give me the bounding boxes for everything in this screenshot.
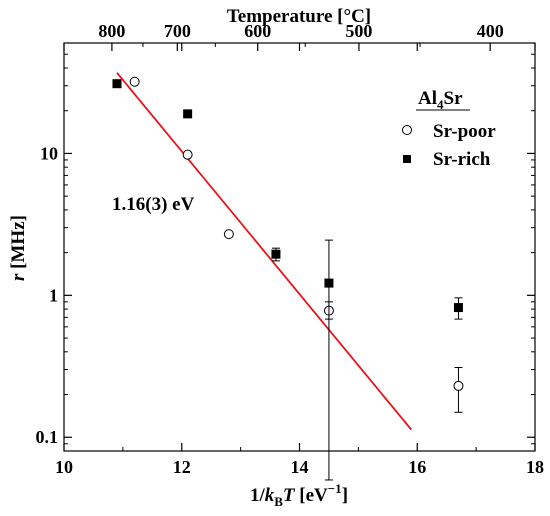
point-sr-poor (453, 380, 464, 391)
x-tick-label: 18 (526, 457, 544, 477)
y-tick-label: 10 (40, 143, 58, 163)
y-tick-label: 1 (49, 285, 58, 305)
x-tick-label: 16 (408, 457, 426, 477)
top-tick-label: 600 (244, 21, 271, 41)
point-sr-rich (324, 278, 334, 288)
fit-line (116, 72, 413, 431)
legend-marker-sr-poor (402, 125, 412, 135)
point-sr-poor (129, 76, 140, 87)
x-tick-label: 10 (55, 457, 73, 477)
fit-label: 1.16(3) eV (112, 194, 195, 215)
x-tick-label: 12 (173, 457, 191, 477)
point-sr-rich (271, 249, 281, 259)
top-tick-label: 800 (98, 21, 125, 41)
legend-title: Al4Sr (418, 88, 463, 112)
point-sr-rich (112, 79, 122, 89)
point-sr-rich (453, 303, 463, 313)
legend: Al4Sr Sr-poor Sr-rich (402, 88, 496, 170)
legend-marker-sr-rich (403, 155, 411, 163)
y-tick-label: 0.1 (36, 427, 59, 447)
top-tick-label: 400 (477, 21, 504, 41)
legend-label-sr-rich: Sr-rich (433, 149, 491, 170)
plot-frame (63, 42, 536, 452)
y-axis-label: r [MHz] (8, 215, 29, 281)
point-sr-poor (223, 229, 234, 240)
top-axis-title: Temperature [°C] (227, 6, 371, 27)
legend-label-sr-poor: Sr-poor (433, 121, 496, 142)
x-axis-label: 1/kBT [eV−1] (250, 481, 348, 509)
top-tick-label: 500 (345, 21, 372, 41)
x-tick-label: 14 (291, 457, 309, 477)
point-sr-rich (183, 109, 193, 119)
top-tick-label: 700 (164, 21, 191, 41)
point-sr-poor (182, 149, 193, 160)
